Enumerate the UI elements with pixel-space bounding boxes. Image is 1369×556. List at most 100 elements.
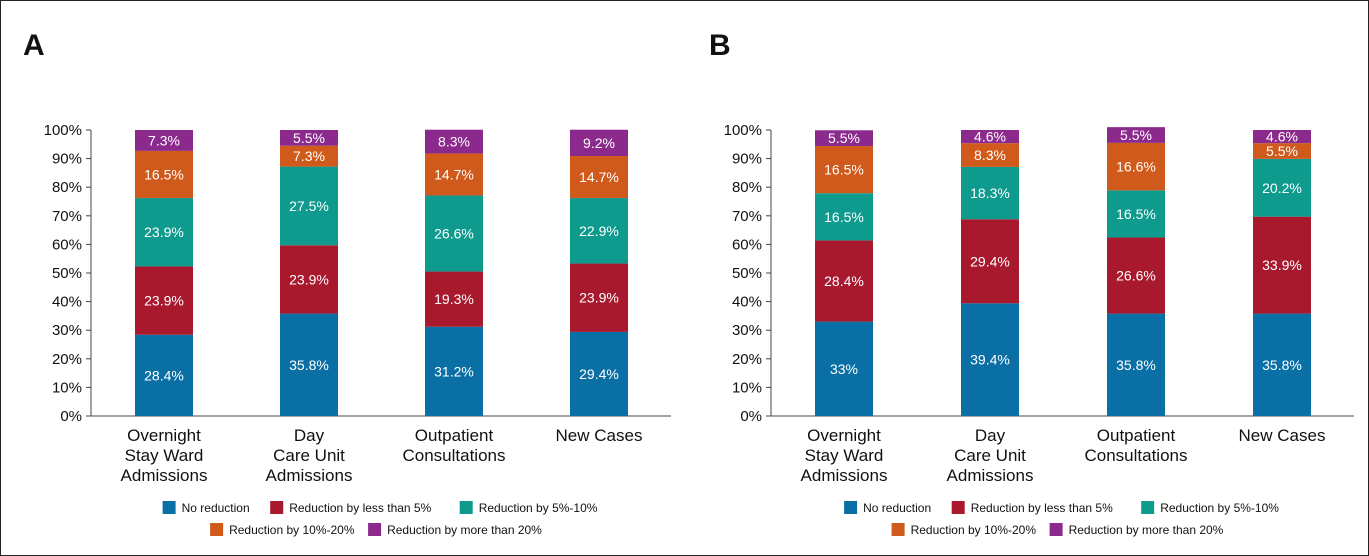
y-tick-label-b: 70% [732, 208, 762, 225]
data-label-a: 7.3% [148, 132, 180, 148]
y-tick-label-b: 20% [732, 351, 762, 368]
data-label-a: 23.9% [579, 290, 619, 306]
y-tick-label-b: 40% [732, 294, 762, 311]
data-label-a: 23.9% [289, 271, 329, 287]
y-tick-label-b: 30% [732, 322, 762, 339]
legend-label-b: Reduction by more than 20% [1069, 523, 1224, 537]
y-tick-label-b: 50% [732, 265, 762, 282]
y-tick-label-a: 80% [52, 179, 82, 196]
y-tick-label-a: 90% [52, 151, 82, 168]
category-label-a: Day Care Unit Admissions [266, 426, 353, 485]
data-label-a: 27.5% [289, 198, 329, 214]
legend-swatch-a [368, 523, 382, 536]
data-label-b: 8.3% [974, 147, 1006, 163]
bar-segment-a [570, 156, 628, 199]
legend-swatch-b [891, 523, 905, 536]
bar-segment-a [425, 153, 483, 196]
bar-segment-b [1107, 142, 1165, 191]
chart-a: 0% 10% 20% 30% 40% 50% 60% 70% 80% 90% 100% 28.4% 23… [44, 122, 671, 537]
y-tick-label-a: 100% [44, 122, 82, 139]
data-label-b: 16.5% [1116, 206, 1156, 222]
data-label-b: 16.5% [824, 162, 864, 178]
bar-segment-b [1253, 158, 1311, 217]
data-label-b: 35.8% [1262, 357, 1302, 373]
panel-b-letter: B [709, 29, 731, 62]
data-label-b: 4.6% [1266, 129, 1298, 145]
y-tick-label-a: 60% [52, 236, 82, 253]
legend-swatch-a [162, 501, 176, 514]
y-tick-label-a: 50% [52, 265, 82, 282]
data-label-a: 7.3% [293, 148, 325, 164]
bar-segment-b [815, 193, 873, 241]
y-tick-label-a: 70% [52, 208, 82, 225]
bar-segment-b [815, 146, 873, 194]
legend-swatch-b [951, 501, 965, 514]
bar-segment-a [425, 326, 483, 416]
bar-segment-b [1107, 313, 1165, 416]
data-label-a: 26.6% [434, 226, 474, 242]
category-label-b: New Cases [1239, 426, 1326, 445]
data-label-b: 18.3% [970, 185, 1010, 201]
data-label-b: 5.5% [1266, 143, 1298, 159]
data-label-a: 9.2% [583, 135, 615, 151]
data-label-b: 5.5% [828, 130, 860, 146]
legend-swatch-b [1141, 501, 1155, 514]
bar-segment-b [961, 130, 1019, 144]
data-label-b: 16.5% [824, 209, 864, 225]
bar-segment-a [135, 130, 193, 151]
chart-b: 0% 10% 20% 30% 40% 50% 60% 70% 80% 90% 100% 33% 28.4… [724, 122, 1354, 537]
y-tick-label-a: 20% [52, 351, 82, 368]
bar-segment-b [1253, 313, 1311, 416]
bar-segment-b [815, 240, 873, 322]
bar-segment-b [961, 303, 1019, 416]
bar-segment-b [1107, 237, 1165, 314]
bar-segment-b [961, 143, 1019, 167]
bar-segment-b [1107, 190, 1165, 238]
category-label-b: Day Care Unit Admissions [947, 426, 1034, 485]
data-label-a: 28.4% [144, 367, 184, 383]
category-label-b: Outpatient Consultations [1084, 426, 1187, 465]
bar-segment-a [570, 129, 628, 157]
bar-segment-a [570, 331, 628, 416]
bar-segment-b [815, 130, 873, 147]
y-tick-label-b: 60% [732, 236, 762, 253]
y-tick-label-b: 0% [740, 408, 762, 425]
bar-segment-a [280, 166, 338, 246]
bar-segment-a [425, 271, 483, 327]
legend-swatch-a [459, 501, 473, 514]
y-tick-label-a: 0% [60, 408, 82, 425]
bar-segment-a [135, 266, 193, 335]
data-label-a: 16.5% [144, 166, 184, 182]
bar-segment-b [961, 166, 1019, 220]
bar-segment-a [280, 245, 338, 314]
data-label-b: 16.6% [1116, 159, 1156, 175]
y-tick-label-b: 10% [732, 379, 762, 396]
data-label-b: 35.8% [1116, 357, 1156, 373]
data-label-b: 39.4% [970, 352, 1010, 368]
bar-segment-a [570, 198, 628, 264]
bar-segment-a [570, 263, 628, 332]
data-label-a: 14.7% [579, 169, 619, 185]
data-label-a: 23.9% [144, 293, 184, 309]
legend-swatch-a [210, 523, 224, 536]
bar-segment-b [815, 321, 873, 416]
data-label-b: 33.9% [1262, 257, 1302, 273]
legend-label-b: Reduction by 5%-10% [1160, 501, 1279, 515]
category-label-b: Overnight Stay Ward Admissions [801, 426, 888, 485]
legend-swatch-b [1049, 523, 1063, 536]
category-label-a: Overnight Stay Ward Admissions [121, 426, 208, 485]
data-label-b: 20.2% [1262, 180, 1302, 196]
bar-segment-a [135, 334, 193, 416]
bar-segment-a [280, 130, 338, 146]
legend-swatch-b [844, 501, 858, 514]
bar-segment-b [1253, 216, 1311, 314]
data-label-a: 19.3% [434, 291, 474, 307]
data-label-b: 4.6% [974, 129, 1006, 145]
bar-segment-a [425, 129, 483, 154]
y-tick-label-b: 100% [724, 122, 762, 139]
data-label-a: 23.9% [144, 224, 184, 240]
legend-label-a: Reduction by more than 20% [387, 523, 542, 537]
data-label-b: 33% [830, 361, 858, 377]
data-label-a: 8.3% [438, 134, 470, 150]
